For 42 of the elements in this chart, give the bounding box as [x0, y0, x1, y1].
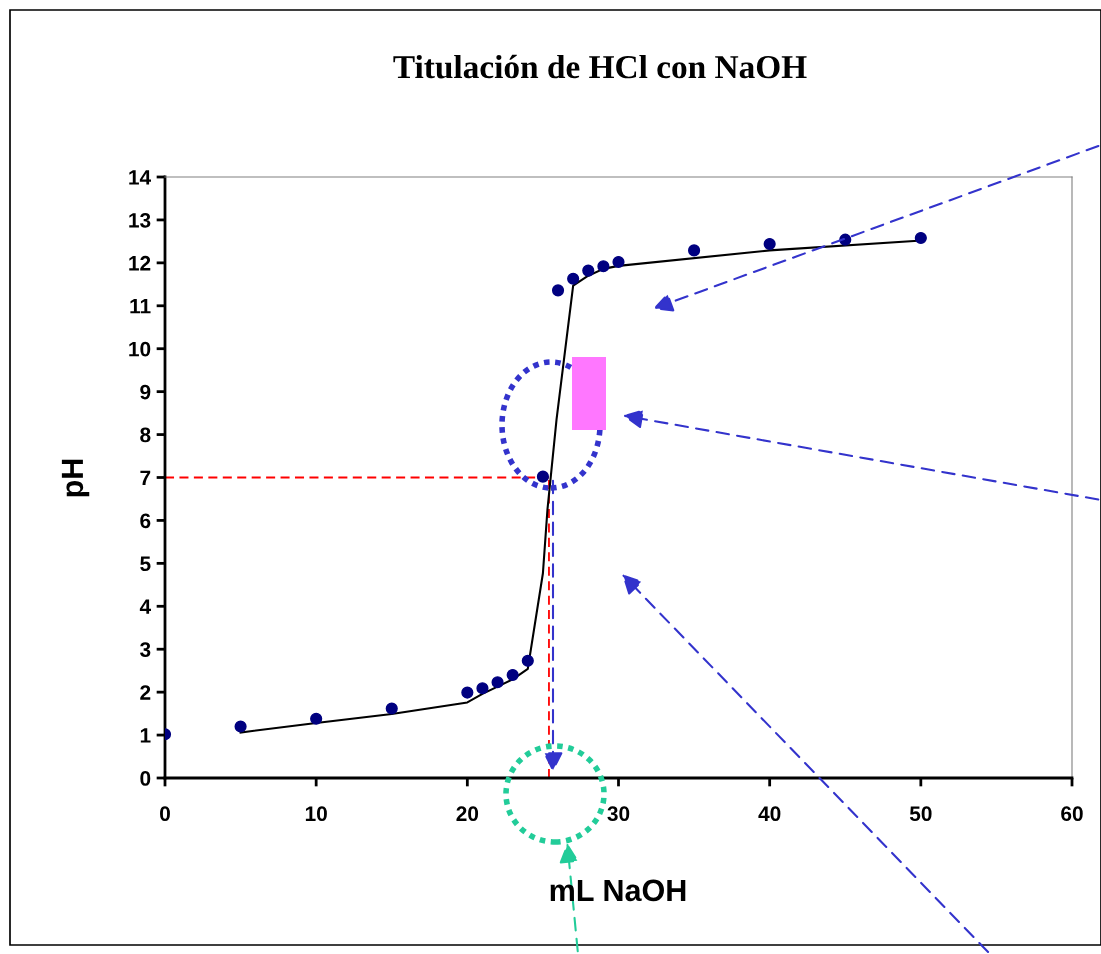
point: [612, 255, 625, 269]
y-tick-label: 7: [140, 470, 151, 486]
x-tick-label: 20: [456, 806, 479, 822]
x-tick-label: 0: [160, 806, 170, 822]
x-axis-title: mL NaOH: [550, 879, 686, 902]
point: [234, 720, 247, 733]
y-tick-label: 9: [140, 384, 151, 400]
chart-title: Titulación de HCl con NaOH: [393, 54, 807, 79]
point: [310, 712, 323, 725]
y-axis-title: pH: [61, 459, 90, 497]
y-tick-label: 2: [140, 685, 151, 700]
point: [763, 237, 776, 251]
y-tick-label: 3: [140, 642, 151, 657]
point: [688, 244, 701, 257]
y-tick-label: 1: [140, 728, 151, 743]
point: [914, 231, 927, 245]
x-tick-label: 60: [1061, 806, 1083, 822]
point: [385, 702, 398, 715]
point: [597, 260, 610, 273]
point: [491, 676, 504, 689]
point: [476, 682, 489, 695]
y-tick-label: 12: [129, 255, 151, 271]
y-tick-label: 13: [129, 212, 151, 228]
y-tick-label: 8: [140, 427, 151, 443]
x-tick-label: 30: [607, 806, 630, 822]
y-tick-label: 10: [129, 341, 151, 357]
y-tick-label: 5: [140, 556, 151, 572]
x-tick-label: 50: [909, 806, 932, 822]
y-tick-label: 4: [139, 599, 151, 614]
point: [567, 272, 580, 285]
y-tick-label: 0: [140, 771, 151, 786]
point: [461, 686, 474, 699]
point: [536, 470, 549, 483]
x-tick-label: 40: [758, 806, 781, 822]
point: [506, 668, 519, 682]
y-tick-label: 14: [129, 170, 151, 185]
point: [582, 264, 595, 277]
y-tick-label: 11: [130, 299, 151, 314]
point: [551, 284, 565, 297]
x-tick-label: 10: [305, 806, 327, 822]
y-tick-label: 6: [140, 513, 151, 529]
point: [521, 654, 534, 667]
